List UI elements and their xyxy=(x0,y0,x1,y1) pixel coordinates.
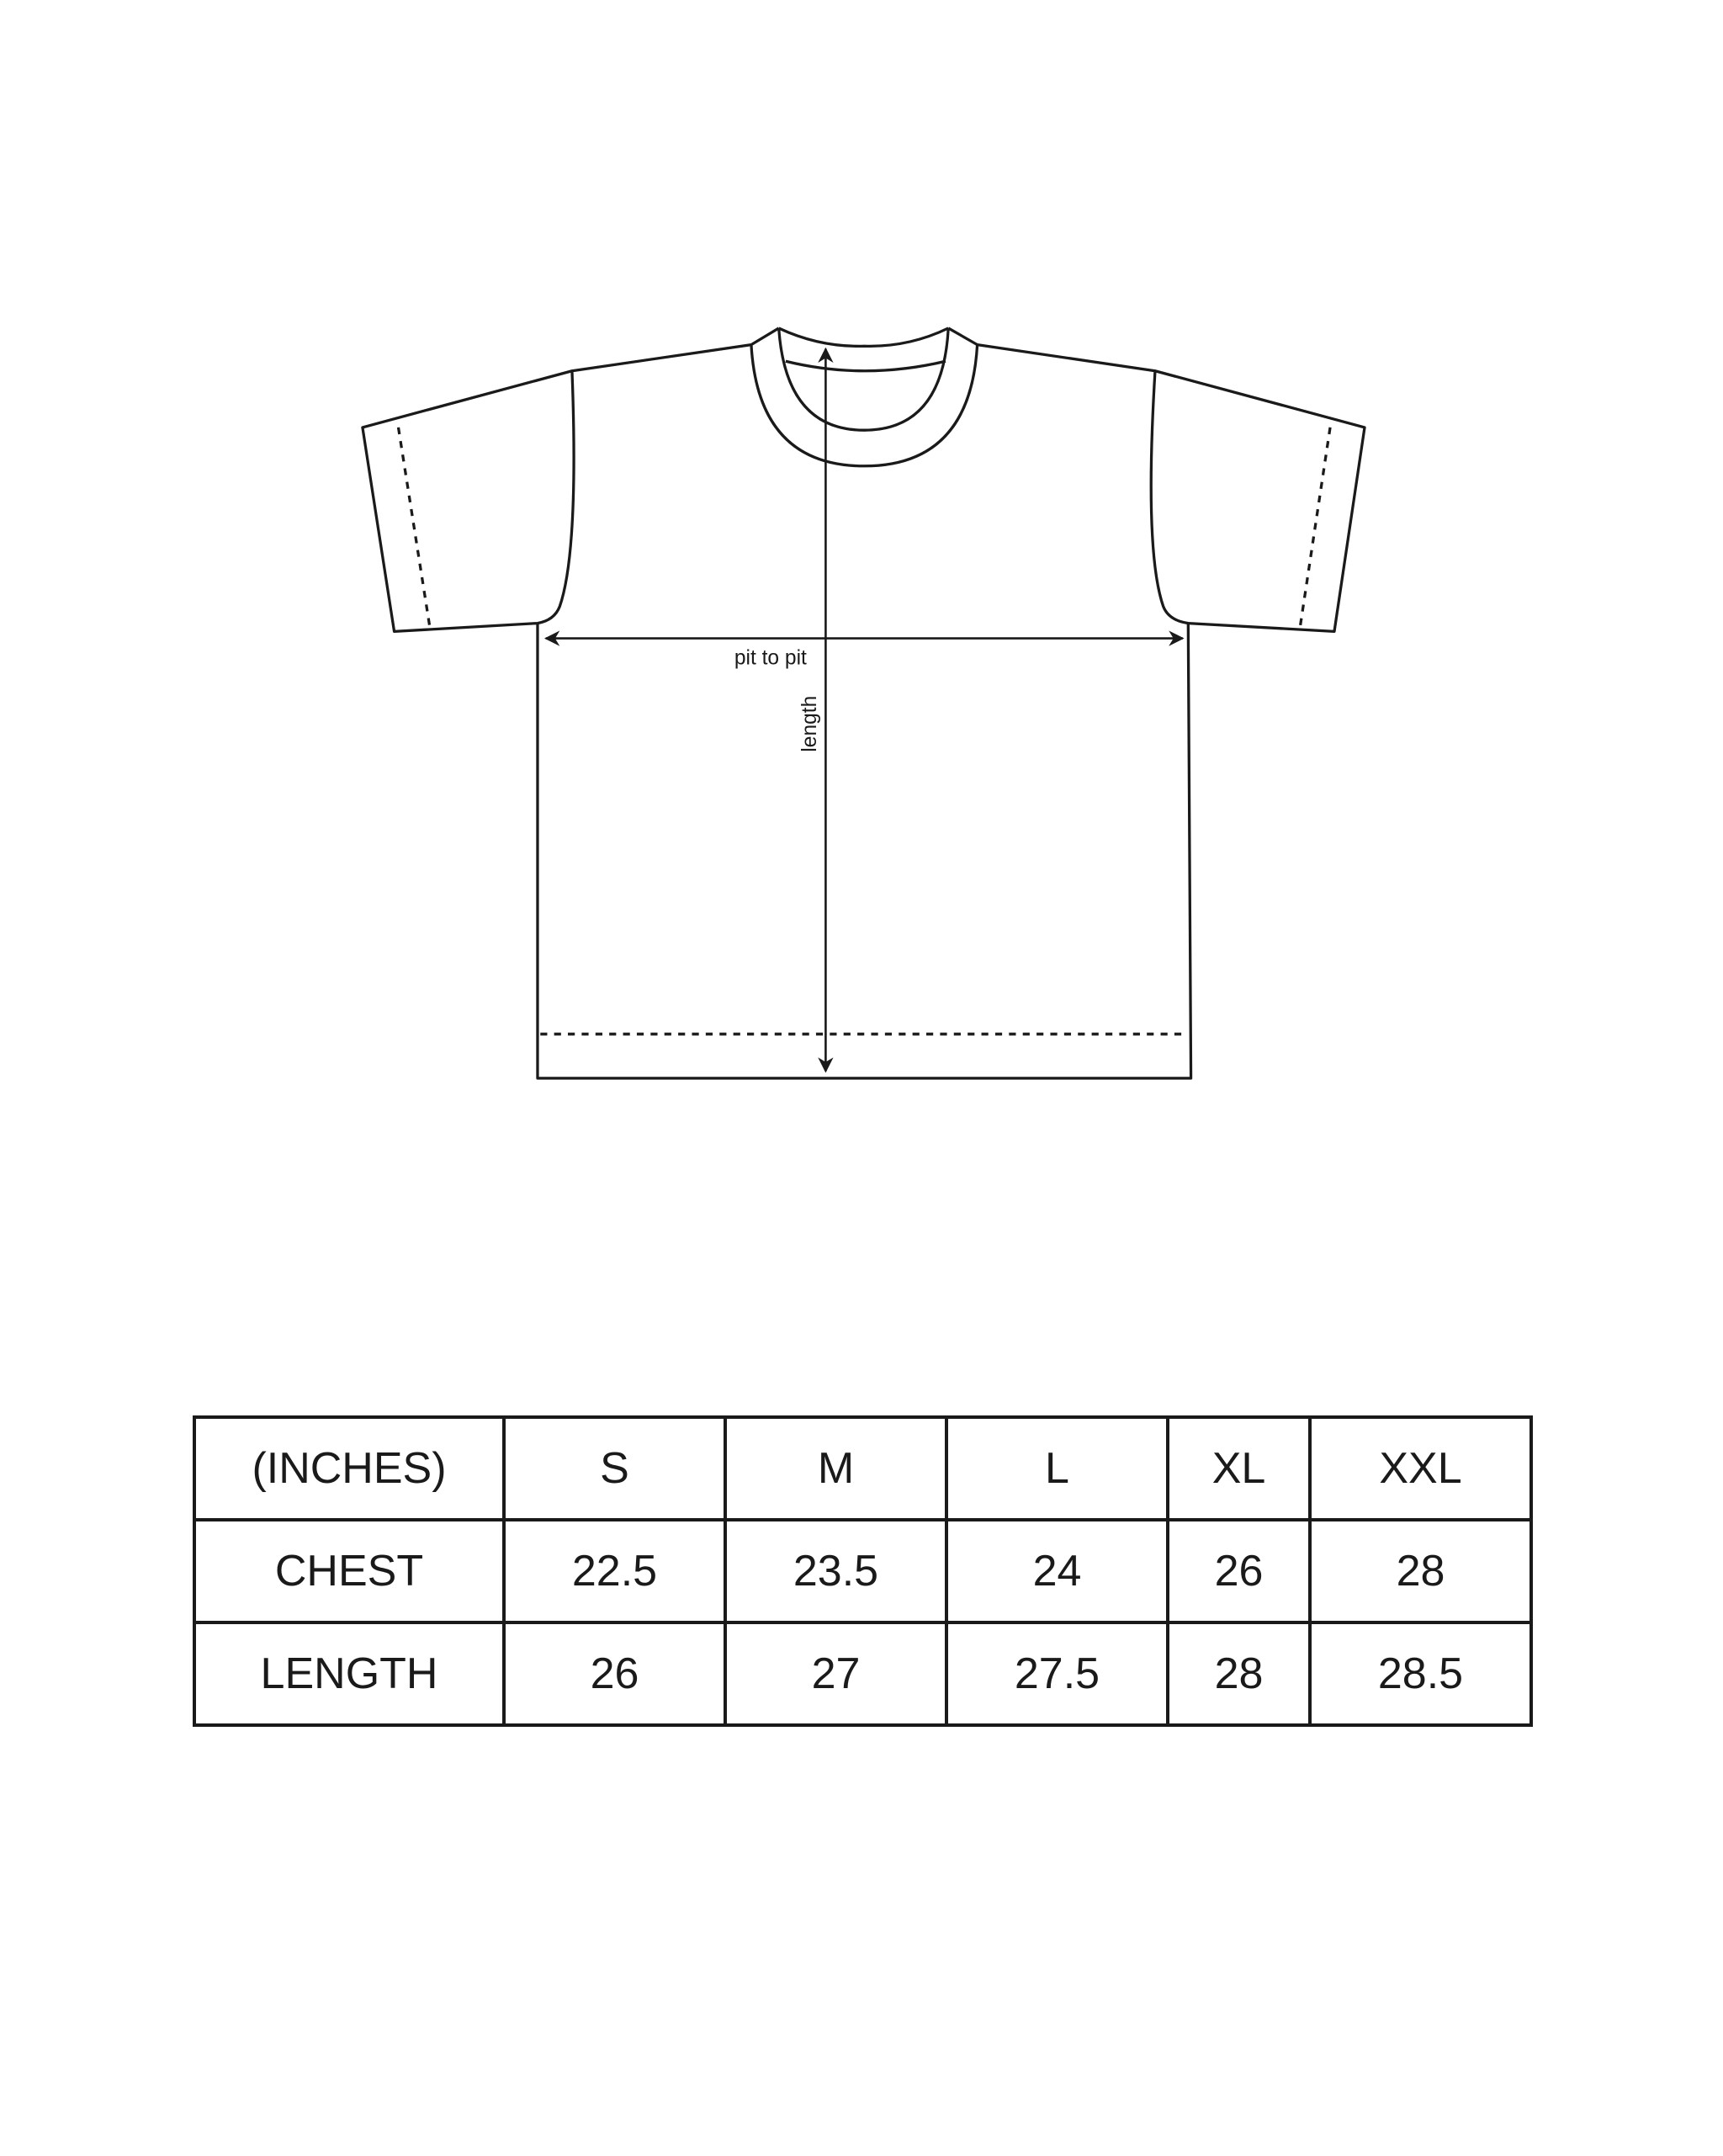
table-cell: 28.5 xyxy=(1307,1621,1534,1727)
unit-header: (INCHES) xyxy=(193,1415,506,1521)
pit-to-pit-label: pit to pit xyxy=(734,647,807,670)
row-label: CHEST xyxy=(193,1518,506,1624)
table-cell: 23.5 xyxy=(724,1518,948,1624)
collar-outer xyxy=(750,344,979,468)
size-header: S xyxy=(502,1415,727,1521)
table-cell: 28 xyxy=(1307,1518,1534,1624)
table-cell: 28 xyxy=(1166,1621,1312,1727)
collar-band xyxy=(785,359,946,373)
table-cell: 27 xyxy=(724,1621,948,1727)
table-row: LENGTH 26 27 27.5 28 28.5 xyxy=(193,1621,1534,1727)
row-label: LENGTH xyxy=(193,1621,506,1727)
table-header-row: (INCHES) S M L XL XXL xyxy=(193,1415,1534,1521)
table-cell: 22.5 xyxy=(502,1518,727,1624)
shirt-outline xyxy=(361,327,1366,1080)
size-header: XXL xyxy=(1307,1415,1534,1521)
sleeve-hem-left xyxy=(396,427,432,629)
table-cell: 26 xyxy=(1166,1518,1312,1624)
size-header: L xyxy=(945,1415,1169,1521)
size-chart-table: (INCHES) S M L XL XXL CHEST 22.5 23.5 24… xyxy=(193,1415,1534,1727)
length-label: length xyxy=(798,696,821,752)
table-cell: 27.5 xyxy=(945,1621,1169,1727)
table-cell: 24 xyxy=(945,1518,1169,1624)
table-cell: 26 xyxy=(502,1621,727,1727)
table-row: CHEST 22.5 23.5 24 26 28 xyxy=(193,1518,1534,1624)
collar-inner xyxy=(777,327,950,432)
sleeve-hem-right xyxy=(1298,427,1332,629)
size-header: XL xyxy=(1166,1415,1312,1521)
collar-top xyxy=(778,327,949,348)
size-header: M xyxy=(724,1415,948,1521)
